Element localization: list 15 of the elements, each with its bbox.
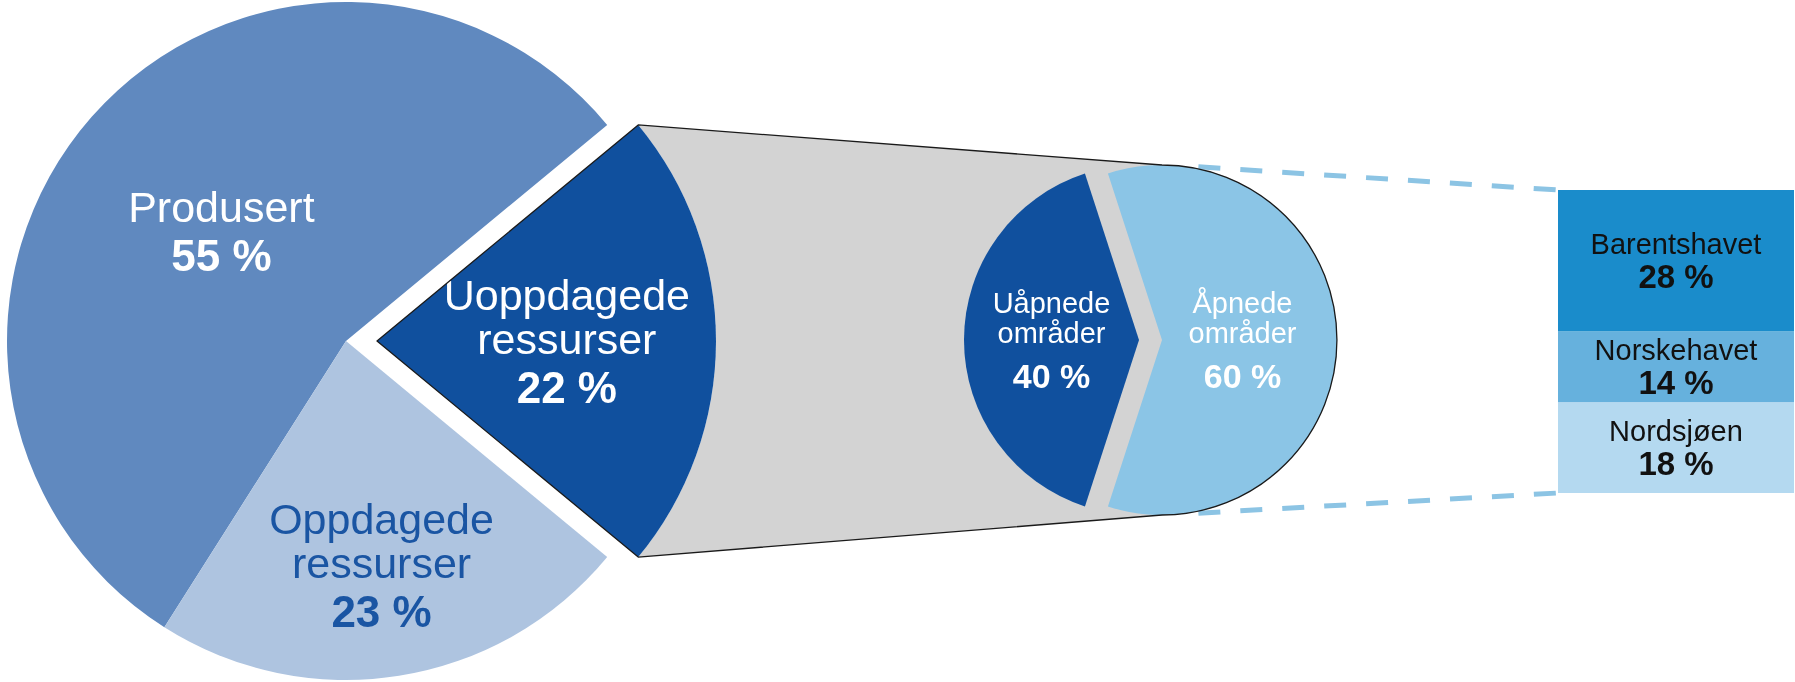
slice-label: Produsert [128, 183, 315, 232]
data-label: 60 % [1203, 356, 1282, 395]
data-label: 14 % [1638, 364, 1714, 402]
slice-label: Uåpnede områder [992, 286, 1111, 349]
data-label: 23 % [331, 587, 432, 637]
data-label: 28 % [1638, 258, 1714, 296]
slice-label: Oppdagede ressurser [269, 495, 494, 588]
data-label: 22 % [516, 362, 617, 412]
series-label: Nordsjøen [1609, 414, 1743, 447]
slice-label: Uoppdagede ressurser [443, 270, 690, 363]
slice-label: Åpnede områder [1188, 286, 1297, 349]
data-label: 40 % [1012, 356, 1091, 395]
series-label: Norskehavet [1594, 334, 1758, 367]
series-label: Barentshavet [1590, 228, 1762, 261]
data-label: 55 % [171, 231, 272, 281]
